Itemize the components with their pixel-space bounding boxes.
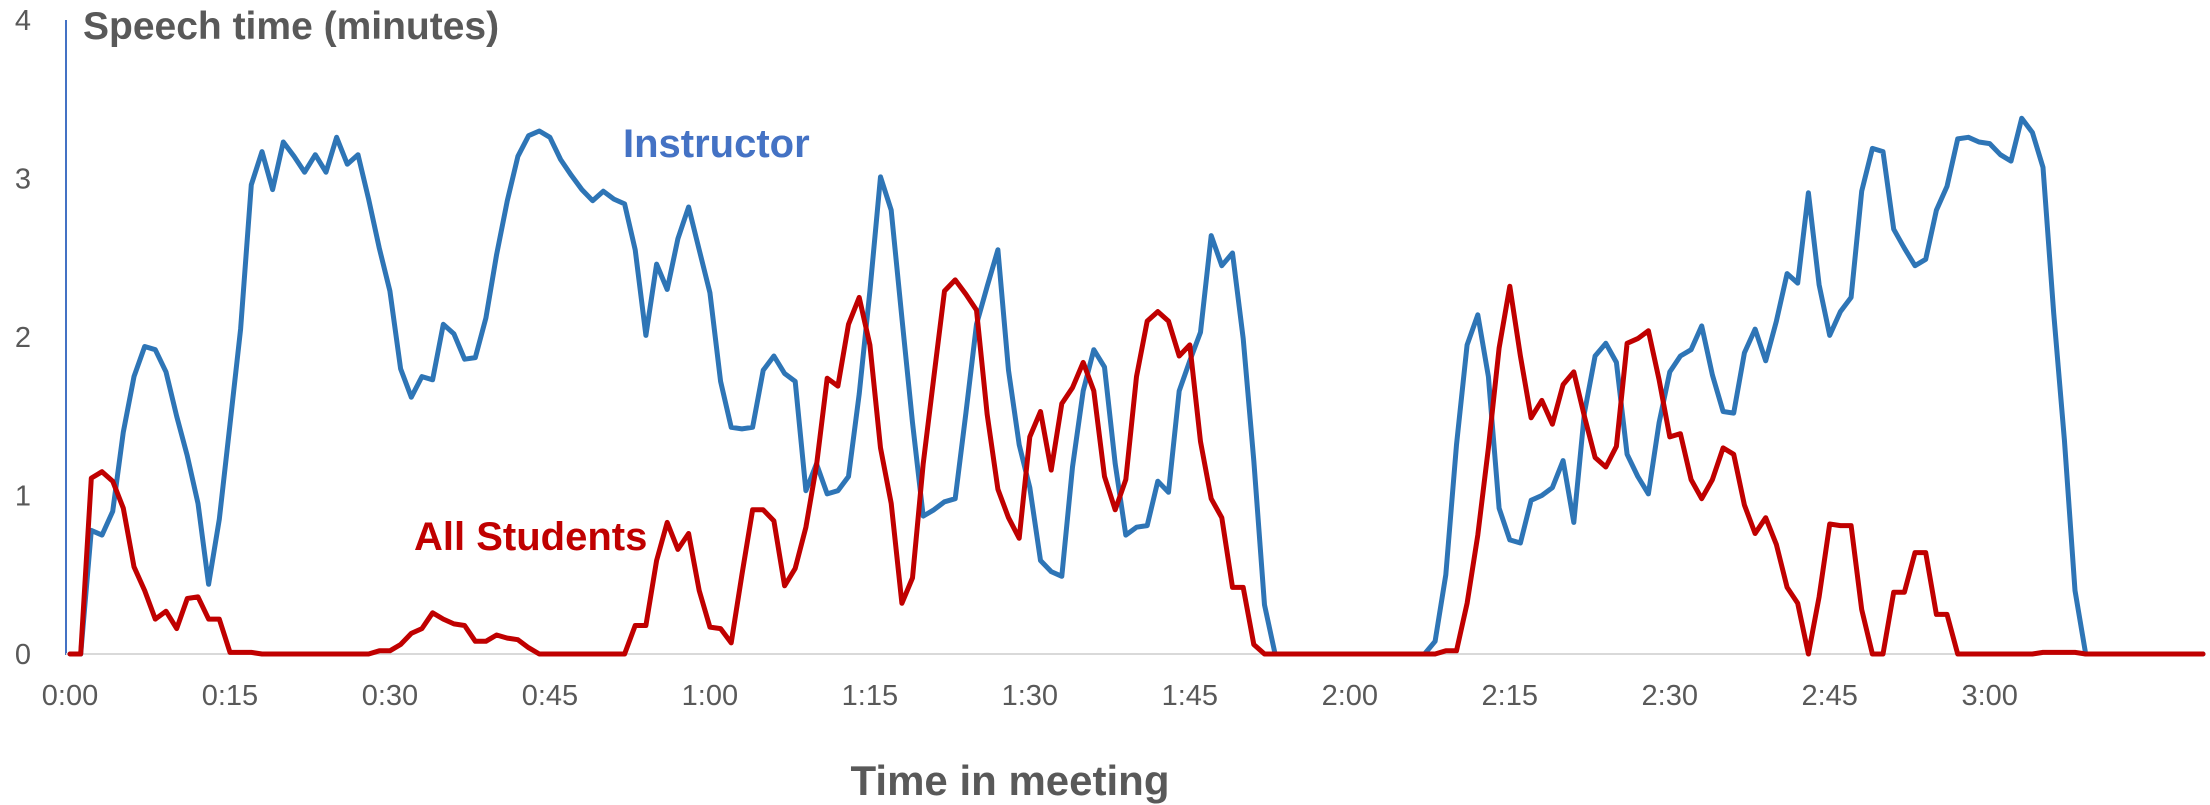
- x-axis: 0:00 0:15 0:30 0:45 1:00 1:15 1:30 1:45 2:00 2:15…: [42, 653, 2203, 712]
- x-tick-label: 2:45: [1801, 680, 1857, 712]
- y-tick-label: 0: [15, 639, 31, 671]
- x-tick-label: 1:30: [1002, 680, 1058, 712]
- x-tick-label: 3:00: [1961, 680, 2017, 712]
- y-axis: 0 1 2 3 4: [15, 5, 67, 671]
- x-tick-label: 2:00: [1322, 680, 1378, 712]
- students-line: [67, 277, 2206, 657]
- x-axis-title: Time in meeting: [851, 757, 1170, 804]
- x-tick-label: 1:15: [842, 680, 898, 712]
- instructor-line: [67, 115, 2206, 657]
- x-tick-label: 0:15: [202, 680, 258, 712]
- y-tick-label: 4: [15, 5, 31, 37]
- x-tick-label: 0:00: [42, 680, 98, 712]
- y-tick-labels: 0 1 2 3 4: [15, 5, 31, 671]
- y-tick-label: 3: [15, 164, 31, 196]
- x-tick-label: 1:45: [1162, 680, 1218, 712]
- y-tick-label: 1: [15, 481, 31, 513]
- x-tick-label: 0:30: [362, 680, 418, 712]
- instructor-series-label: Instructor: [623, 122, 810, 166]
- x-tick-label: 2:15: [1482, 680, 1538, 712]
- x-tick-label: 1:00: [682, 680, 738, 712]
- y-axis-title: Speech time (minutes): [83, 5, 499, 48]
- x-tick-label: 0:45: [522, 680, 578, 712]
- x-tick-labels: 0:00 0:15 0:30 0:45 1:00 1:15 1:30 1:45 2:00 2:15…: [42, 680, 2018, 712]
- series-lines: [67, 115, 2206, 657]
- y-tick-label: 2: [15, 322, 31, 354]
- x-tick-label: 2:30: [1642, 680, 1698, 712]
- students-series-label: All Students: [414, 515, 647, 559]
